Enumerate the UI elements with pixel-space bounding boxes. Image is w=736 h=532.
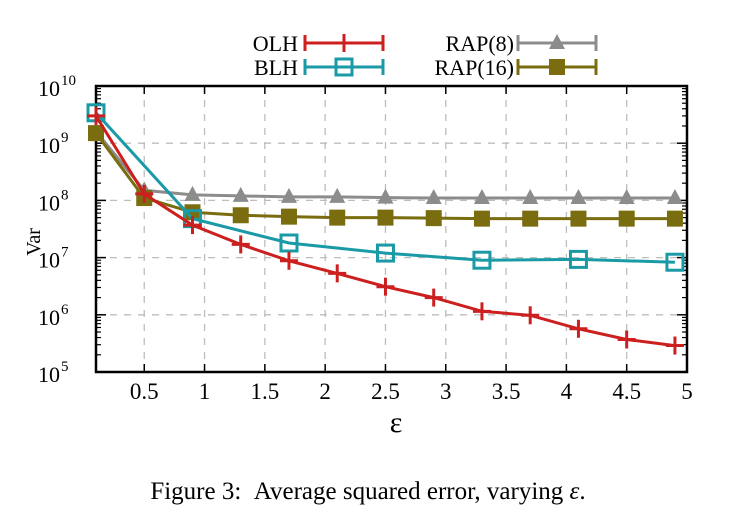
caption-text: Average squared error, varying — [253, 478, 564, 505]
data-point — [665, 252, 685, 272]
data-point — [472, 250, 492, 270]
x-tick-label: 0.5 — [130, 379, 159, 404]
legend-entry: BLH — [254, 55, 385, 80]
series-olh — [87, 106, 684, 355]
data-point — [666, 189, 683, 205]
data-point — [280, 208, 297, 225]
legend-label: RAP(16) — [435, 55, 514, 80]
caption-suffix: . — [579, 478, 586, 505]
grid-layer — [96, 86, 687, 372]
data-point — [329, 209, 346, 226]
legend-entry: OLH — [253, 31, 385, 56]
y-tick-label: 10 — [38, 190, 60, 215]
data-point — [232, 207, 249, 224]
data-point — [618, 210, 635, 227]
data-point — [570, 189, 587, 205]
legend-label: BLH — [254, 55, 298, 80]
y-tick-label: 10 — [38, 133, 60, 158]
caption-symbol: ε — [569, 478, 580, 505]
legend-label: RAP(8) — [446, 31, 514, 56]
legend-label: OLH — [253, 31, 298, 56]
data-point — [425, 189, 442, 205]
data-point — [334, 57, 354, 77]
legend-entry: RAP(16) — [435, 55, 598, 80]
x-tick-label: 1.5 — [250, 379, 279, 404]
data-point — [473, 210, 490, 227]
data-point — [473, 189, 490, 205]
data-point — [522, 210, 539, 227]
data-point — [232, 186, 249, 202]
y-tick-exponent: 8 — [61, 187, 69, 203]
y-tick-exponent: 7 — [61, 245, 69, 261]
figure-caption: Figure 3: Average squared error, varying… — [0, 478, 736, 506]
y-tick-exponent: 10 — [61, 73, 76, 89]
y-axis-label: Var — [23, 228, 45, 256]
x-tick-label: 2.5 — [371, 379, 400, 404]
series-layer — [86, 103, 685, 355]
x-tick-label: 4 — [561, 379, 573, 404]
y-tick-exponent: 9 — [61, 130, 69, 146]
x-tick-label: 2 — [319, 379, 331, 404]
data-point — [666, 210, 683, 227]
data-point — [570, 210, 587, 227]
data-point — [377, 188, 394, 204]
x-tick-label: 5 — [681, 379, 693, 404]
y-tick-label: 10 — [38, 248, 60, 273]
y-tick-label: 10 — [38, 305, 60, 330]
data-point — [549, 59, 565, 75]
y-tick-label: 10 — [38, 76, 60, 101]
x-tick-label: 4.5 — [612, 379, 641, 404]
data-point — [329, 187, 346, 203]
plot-frame — [94, 84, 689, 374]
data-point — [375, 243, 395, 263]
x-tick-label: 3 — [440, 379, 452, 404]
data-point — [522, 189, 539, 205]
x-tick-label: 1 — [199, 379, 211, 404]
data-point — [549, 34, 565, 49]
y-tick-label: 10 — [38, 362, 60, 387]
data-point — [279, 233, 299, 253]
data-point — [618, 189, 635, 205]
y-tick-exponent: 5 — [61, 359, 69, 375]
data-point — [184, 185, 201, 201]
data-point — [377, 209, 394, 226]
x-axis-label: ε — [390, 406, 403, 439]
legend-entry: RAP(8) — [446, 31, 598, 56]
data-point — [568, 249, 588, 269]
data-point — [425, 210, 442, 227]
data-point — [280, 187, 297, 203]
data-point — [88, 125, 104, 142]
x-tick-label: 3.5 — [492, 379, 521, 404]
y-tick-exponent: 6 — [61, 302, 69, 318]
caption-prefix: Figure 3: — [150, 478, 242, 505]
